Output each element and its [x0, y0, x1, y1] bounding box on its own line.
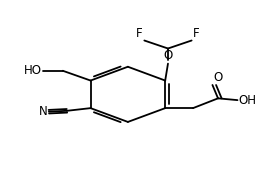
Text: F: F: [193, 27, 200, 40]
Text: OH: OH: [239, 94, 257, 107]
Text: O: O: [163, 49, 173, 62]
Text: F: F: [136, 27, 143, 40]
Text: O: O: [214, 71, 223, 84]
Text: HO: HO: [24, 64, 42, 77]
Text: N: N: [39, 105, 48, 118]
